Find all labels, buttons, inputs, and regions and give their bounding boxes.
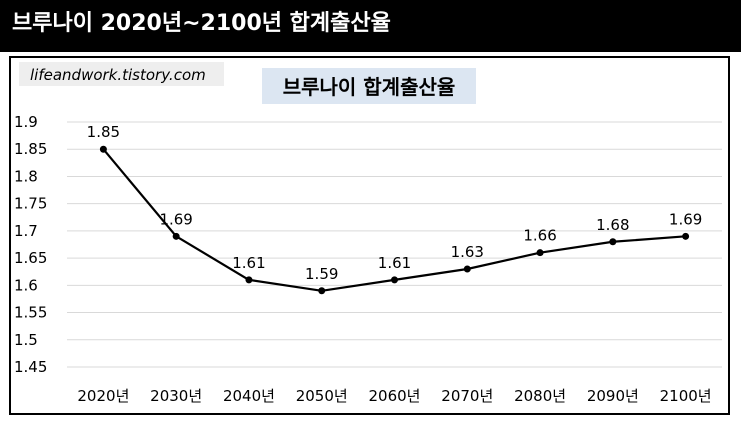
data-point xyxy=(245,276,253,284)
data-label: 1.69 xyxy=(159,210,192,228)
data-point xyxy=(99,145,107,153)
data-label: 1.69 xyxy=(669,210,702,228)
x-tick-label: 2080년 xyxy=(514,387,566,405)
chart-frame xyxy=(9,56,730,415)
y-tick-label: 1.8 xyxy=(14,167,38,185)
x-tick-label: 2090년 xyxy=(587,387,639,405)
chart-title-box xyxy=(262,68,476,104)
data-label: 1.59 xyxy=(305,265,338,283)
x-tick-label: 2070년 xyxy=(441,387,493,405)
data-label: 1.63 xyxy=(451,243,484,261)
x-tick-label: 2020년 xyxy=(77,387,129,405)
x-tick-label: 2060년 xyxy=(369,387,421,405)
header-title: 브루나이 2020년~2100년 합계출산율 xyxy=(12,11,391,36)
y-tick-label: 1.5 xyxy=(14,331,38,349)
data-label: 1.68 xyxy=(596,216,629,234)
data-point xyxy=(391,276,398,284)
data-point xyxy=(609,238,617,246)
y-tick-label: 1.55 xyxy=(14,304,47,322)
y-tick-label: 1.6 xyxy=(14,276,38,294)
data-point xyxy=(536,249,544,257)
x-tick-label: 2040년 xyxy=(223,387,275,405)
data-label: 1.66 xyxy=(523,227,556,245)
header-bar: 브루나이 2020년~2100년 합계출산율 xyxy=(0,0,741,52)
watermark-box xyxy=(19,62,224,86)
data-point xyxy=(172,232,180,240)
data-point xyxy=(682,232,690,240)
y-tick-label: 1.45 xyxy=(14,358,47,376)
y-tick-label: 1.85 xyxy=(14,140,47,158)
data-point xyxy=(463,265,471,273)
y-tick-label: 1.9 xyxy=(14,113,38,131)
watermark-text: lifeandwork.tistory.com xyxy=(30,66,206,84)
x-tick-label: 2100년 xyxy=(660,387,712,405)
y-tick-label: 1.65 xyxy=(14,249,47,267)
y-tick-label: 1.75 xyxy=(14,195,47,213)
x-tick-label: 2050년 xyxy=(296,387,348,405)
data-label: 1.61 xyxy=(378,254,411,272)
data-label: 1.85 xyxy=(87,123,120,141)
y-tick-label: 1.7 xyxy=(14,222,38,240)
data-label: 1.61 xyxy=(232,254,265,272)
chart-title: 브루나이 합계출산율 xyxy=(283,75,456,99)
data-point xyxy=(318,287,326,295)
x-tick-label: 2030년 xyxy=(150,387,202,405)
